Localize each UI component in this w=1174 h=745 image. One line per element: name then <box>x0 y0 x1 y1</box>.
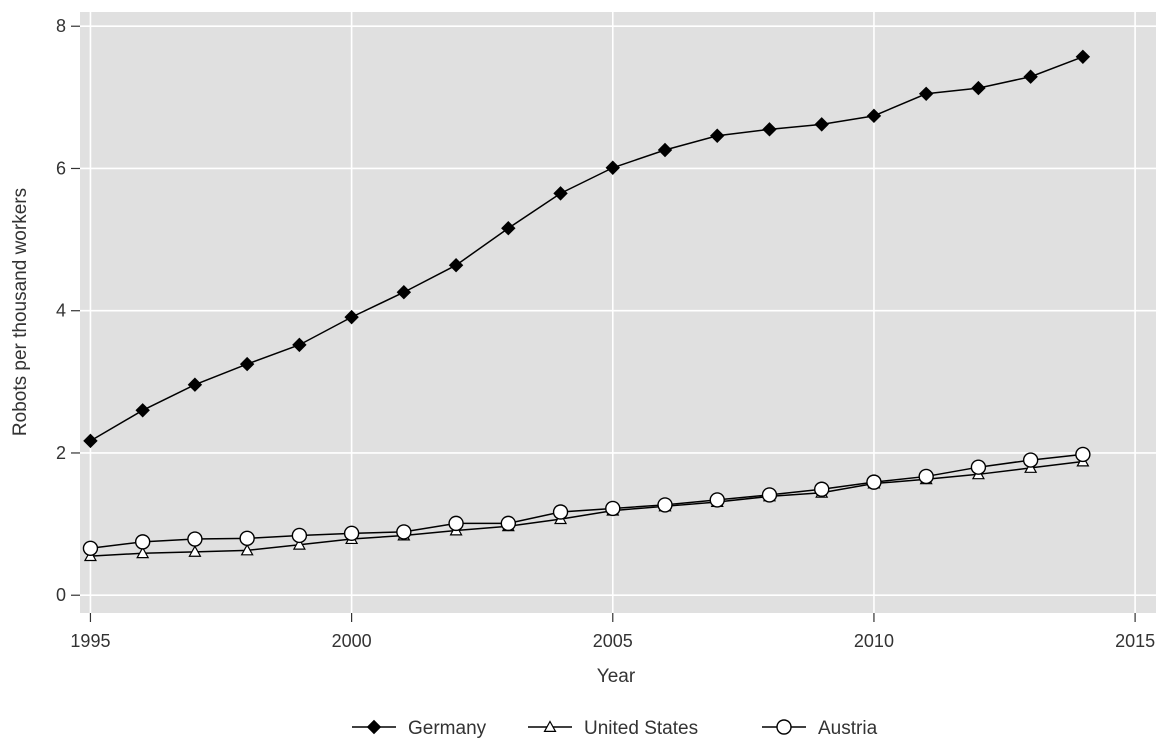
data-series <box>82 49 1091 562</box>
y-tick-label: 8 <box>56 16 66 36</box>
y-tick-label: 2 <box>56 443 66 463</box>
data-point-germany <box>971 80 986 96</box>
data-point-germany <box>344 309 359 325</box>
data-point-germany <box>448 257 464 273</box>
legend-item-austria: Austria <box>762 718 878 739</box>
legend-label-united-states: United States <box>584 718 698 739</box>
x-tick-label: 2010 <box>854 631 894 651</box>
series-germany <box>83 49 1091 449</box>
y-tick-label: 0 <box>56 585 66 605</box>
data-point-germany <box>396 285 412 300</box>
data-point-austria <box>709 492 725 508</box>
series-line-united-states <box>90 460 1083 557</box>
data-point-austria <box>552 504 569 520</box>
data-point-austria <box>187 531 203 547</box>
data-point-germany <box>762 122 777 137</box>
legend-label-germany: Germany <box>408 718 487 739</box>
data-point-united-states <box>292 537 306 550</box>
data-point-austria <box>134 534 151 550</box>
series-line-germany <box>90 56 1084 442</box>
x-tick-label: 1995 <box>70 631 110 651</box>
grid-lines <box>80 12 1156 613</box>
data-point-germany <box>292 337 307 353</box>
data-point-austria <box>82 540 99 556</box>
axes: 0 2 4 6 8 1995 2000 2005 2010 2015 <box>56 16 1155 651</box>
x-axis-label: Year <box>597 666 636 687</box>
y-tick-label: 6 <box>56 158 66 178</box>
data-point-germany <box>135 403 150 418</box>
series-austria <box>82 446 1091 556</box>
data-point-germany <box>187 377 203 392</box>
data-point-germany <box>83 433 98 449</box>
data-point-germany <box>501 221 516 236</box>
plot-background <box>80 12 1156 613</box>
legend-marker-germany <box>366 719 382 735</box>
data-point-germany <box>605 160 620 175</box>
data-point-austria <box>814 481 830 497</box>
data-point-austria <box>657 497 673 513</box>
y-tick-label: 4 <box>56 301 66 321</box>
data-point-germany <box>866 108 882 124</box>
data-point-germany <box>710 128 725 143</box>
legend-marker-united-states <box>543 720 557 733</box>
data-point-austria <box>1075 446 1091 463</box>
x-tick-label: 2000 <box>332 631 372 651</box>
data-point-united-states <box>136 546 150 559</box>
data-point-austria <box>970 459 987 475</box>
data-point-germany <box>239 356 255 372</box>
data-point-germany <box>1023 69 1038 84</box>
data-point-germany <box>918 86 934 102</box>
legend-label-austria: Austria <box>818 718 878 739</box>
data-point-austria <box>1022 452 1039 468</box>
data-point-austria <box>291 527 308 544</box>
series-line-austria <box>90 453 1083 550</box>
x-tick-label: 2015 <box>1115 631 1155 651</box>
data-point-austria <box>866 474 882 490</box>
y-axis-label: Robots per thousand workers <box>10 188 31 436</box>
legend: Germany United States Austria <box>352 718 878 739</box>
legend-item-united-states: United States <box>528 718 698 739</box>
data-point-united-states <box>240 543 254 556</box>
data-point-austria <box>396 524 412 540</box>
data-point-austria <box>448 515 464 532</box>
data-point-austria <box>761 487 778 503</box>
legend-marker-austria <box>776 719 792 735</box>
legend-item-germany: Germany <box>352 718 487 739</box>
data-point-austria <box>605 500 621 517</box>
x-tick-label: 2005 <box>593 631 633 651</box>
data-point-germany <box>553 186 568 201</box>
data-point-germany <box>657 142 673 158</box>
data-point-austria <box>239 530 255 547</box>
data-point-germany <box>814 117 829 132</box>
data-point-austria <box>500 515 517 532</box>
data-point-united-states <box>188 545 202 557</box>
data-point-austria <box>343 525 360 542</box>
data-point-austria <box>918 468 934 485</box>
data-point-germany <box>1075 49 1091 65</box>
